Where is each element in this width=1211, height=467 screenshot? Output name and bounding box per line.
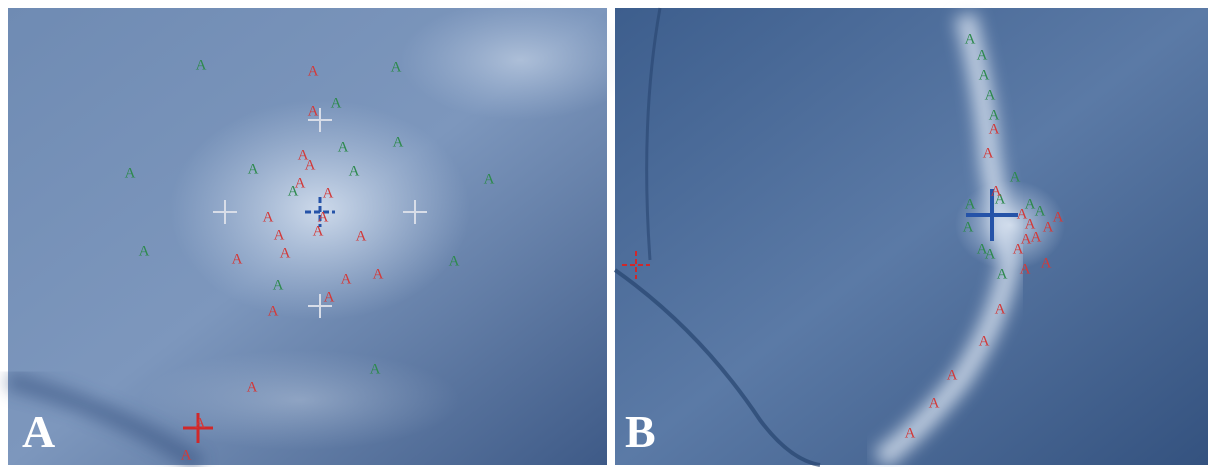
panel-label: B bbox=[625, 406, 656, 457]
red-marker: A bbox=[1043, 219, 1054, 235]
red-marker: A bbox=[268, 303, 279, 319]
green-marker: A bbox=[977, 47, 988, 63]
red-marker: A bbox=[995, 301, 1006, 317]
red-marker: A bbox=[356, 228, 367, 244]
green-marker: A bbox=[963, 219, 974, 235]
green-marker: A bbox=[985, 87, 996, 103]
red-marker: A bbox=[983, 145, 994, 161]
green-marker: A bbox=[391, 59, 402, 75]
red-marker: A bbox=[308, 103, 319, 119]
green-marker: A bbox=[331, 95, 342, 111]
panel-a-image bbox=[8, 0, 640, 465]
red-marker: A bbox=[295, 175, 306, 191]
red-marker: A bbox=[305, 157, 316, 173]
red-marker: A bbox=[991, 183, 1002, 199]
red-marker: A bbox=[979, 333, 990, 349]
green-marker: A bbox=[997, 266, 1008, 282]
green-marker: A bbox=[393, 134, 404, 150]
panel-label: A bbox=[22, 406, 55, 457]
green-marker: A bbox=[965, 196, 976, 212]
red-marker: A bbox=[308, 63, 319, 79]
red-marker: A bbox=[313, 223, 324, 239]
green-marker: A bbox=[1010, 169, 1021, 185]
green-marker: A bbox=[349, 163, 360, 179]
green-marker: A bbox=[139, 243, 150, 259]
red-marker: A bbox=[989, 121, 1000, 137]
red-marker: A bbox=[341, 271, 352, 287]
red-marker: A bbox=[929, 395, 940, 411]
green-marker: A bbox=[965, 31, 976, 47]
green-marker: A bbox=[370, 361, 381, 377]
green-marker: A bbox=[449, 253, 460, 269]
red-marker: A bbox=[1020, 261, 1031, 277]
red-marker: A bbox=[1041, 255, 1052, 271]
red-marker: A bbox=[274, 227, 285, 243]
red-marker: A bbox=[232, 251, 243, 267]
green-marker: A bbox=[338, 139, 349, 155]
figure: AAAAAAAAAAAAAAAAAAAAAAAAAAAAAAAAAAAAAAAA… bbox=[0, 0, 1211, 467]
red-marker: A bbox=[1031, 229, 1042, 245]
red-marker: A bbox=[181, 447, 192, 463]
green-marker: A bbox=[484, 171, 495, 187]
red-marker: A bbox=[1021, 231, 1032, 247]
green-marker: A bbox=[248, 161, 259, 177]
red-marker: A bbox=[280, 245, 291, 261]
green-marker: A bbox=[979, 67, 990, 83]
red-marker: A bbox=[1053, 209, 1064, 225]
red-marker: A bbox=[947, 367, 958, 383]
red-marker: A bbox=[323, 185, 334, 201]
green-marker: A bbox=[273, 277, 284, 293]
panel-b-image bbox=[615, 8, 1208, 465]
red-marker: A bbox=[195, 415, 206, 431]
red-marker: A bbox=[905, 425, 916, 441]
green-marker: A bbox=[985, 246, 996, 262]
red-marker: A bbox=[324, 289, 335, 305]
green-marker: A bbox=[125, 165, 136, 181]
red-marker: A bbox=[263, 209, 274, 225]
red-marker: A bbox=[247, 379, 258, 395]
red-marker: A bbox=[373, 266, 384, 282]
green-marker: A bbox=[1035, 203, 1046, 219]
green-marker: A bbox=[196, 57, 207, 73]
